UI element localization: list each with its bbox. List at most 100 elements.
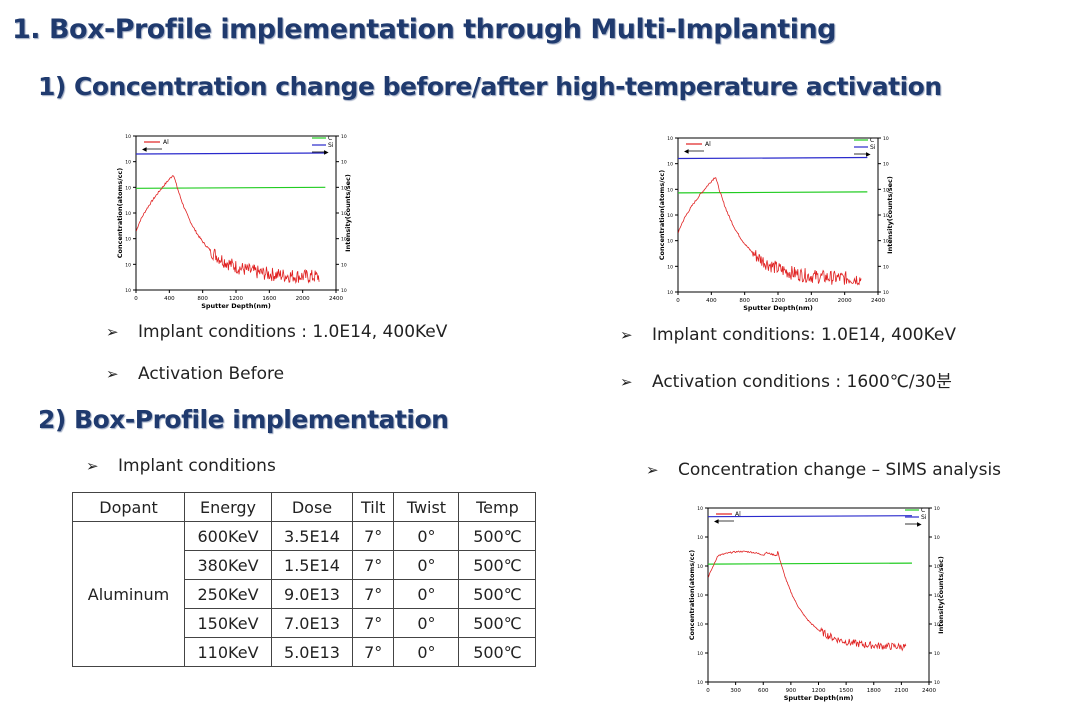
bullet-implant-after: ➢ Implant conditions: 1.0E14, 400KeV bbox=[620, 325, 956, 345]
series-c bbox=[707, 562, 912, 565]
y2-tick-label: 10 bbox=[934, 564, 940, 570]
y2-tick-label: 10 bbox=[341, 262, 347, 268]
y2-tick-label: 10 bbox=[341, 134, 347, 140]
x-tick-label: 800 bbox=[739, 298, 750, 304]
series-al bbox=[136, 175, 320, 285]
y2-tick-label: 10 bbox=[883, 239, 889, 245]
table-cell: 150KeV bbox=[184, 608, 272, 638]
sims-chart-box-profile: 0 300 600 900 1200 1500 1800 2100 2400 10 10 10 10 10… bbox=[688, 506, 945, 702]
table-cell: 7° bbox=[351, 637, 395, 667]
y-tick-label: 10 bbox=[697, 622, 703, 628]
x-tick-label: 2100 bbox=[894, 688, 908, 694]
table-cell: 110KeV bbox=[184, 637, 272, 667]
legend-c-label: C bbox=[328, 135, 332, 142]
table-cell: 7.0E13 bbox=[271, 608, 353, 638]
table-row: 250KeV 9.0E13 7° 0° 500℃ bbox=[73, 579, 537, 609]
legend-al-label: Al bbox=[705, 141, 711, 148]
y-tick-label: 10 bbox=[697, 564, 703, 570]
table-cell: 0° bbox=[393, 550, 460, 580]
table-header-row: Dopant Energy Dose Tilt Twist Temp bbox=[72, 492, 537, 522]
table-cell: 7° bbox=[351, 521, 395, 551]
plot-frame bbox=[707, 507, 930, 683]
y-tick-label: 10 bbox=[667, 162, 673, 168]
series-si bbox=[707, 515, 912, 518]
y-axis-label: Concentration(atoms/cc) bbox=[688, 550, 696, 641]
x-axis-label: Sputter Depth(nm) bbox=[784, 694, 854, 702]
x-tick-label: 400 bbox=[706, 298, 717, 304]
x-axis-label: Sputter Depth(nm) bbox=[201, 302, 271, 310]
table-cell: 0° bbox=[393, 521, 460, 551]
legend-c-label: C bbox=[870, 137, 874, 144]
y-tick-label: 10 bbox=[125, 262, 131, 268]
legend-al-label: Al bbox=[163, 139, 169, 146]
table-cell: 500℃ bbox=[458, 521, 537, 551]
y-tick-label: 10 bbox=[125, 134, 131, 140]
table-header: Temp bbox=[458, 492, 537, 522]
y2-tick-label: 10 bbox=[934, 506, 940, 512]
table-row: Aluminum 600KeV 3.5E14 7° 0° 500℃ bbox=[72, 521, 537, 667]
bullet-text: Implant conditions: 1.0E14, 400KeV bbox=[652, 325, 956, 345]
y2-tick-label: 10 bbox=[934, 680, 940, 686]
table-cell: 500℃ bbox=[458, 608, 537, 638]
bullet-text: Implant conditions : 1.0E14, 400KeV bbox=[138, 322, 448, 342]
y2-tick-label: 10 bbox=[341, 160, 347, 166]
y-tick-label: 10 bbox=[125, 160, 131, 166]
y2-tick-label: 10 bbox=[934, 651, 940, 657]
table-cell: 500℃ bbox=[458, 550, 537, 580]
legend-right-arrowhead: ▶ bbox=[324, 149, 329, 156]
table-cell: 5.0E13 bbox=[271, 637, 353, 667]
x-tick-label: 1200 bbox=[771, 298, 785, 304]
table-cell: 0° bbox=[393, 608, 460, 638]
y2-tick-label: 10 bbox=[934, 622, 940, 628]
x-tick-label: 1200 bbox=[812, 688, 826, 694]
table-cell: 7° bbox=[351, 550, 395, 580]
x-tick-label: 1600 bbox=[262, 296, 276, 302]
table-cell: 3.5E14 bbox=[271, 521, 353, 551]
x-tick-label: 900 bbox=[786, 688, 797, 694]
y-axis-label: Concentration(atoms/cc) bbox=[116, 168, 124, 259]
legend-left-arrowhead: ◀ bbox=[142, 146, 147, 153]
legend-right-arrowhead: ▶ bbox=[866, 151, 871, 158]
bullet-arrow-icon: ➢ bbox=[646, 461, 659, 479]
legend-al-label: Al bbox=[735, 511, 741, 518]
page-title: 1. Box-Profile implementation through Mu… bbox=[12, 14, 837, 45]
bullet-sims-analysis: ➢ Concentration change – SIMS analysis bbox=[646, 460, 1001, 480]
y2-tick-label: 10 bbox=[883, 264, 889, 270]
x-tick-label: 1600 bbox=[804, 298, 818, 304]
table-row: 110KeV 5.0E13 7° 0° 500℃ bbox=[73, 637, 537, 667]
y-tick-label: 10 bbox=[667, 213, 673, 219]
x-tick-label: 1800 bbox=[867, 688, 881, 694]
y2-axis-label: Intensity(counts/sec) bbox=[886, 176, 894, 254]
y-tick-label: 10 bbox=[125, 211, 131, 217]
bullet-text: Activation conditions : 1600℃/30분 bbox=[652, 372, 952, 392]
y-tick-label: 10 bbox=[697, 680, 703, 686]
y2-tick-label: 10 bbox=[341, 185, 347, 191]
bullet-activation-before: ➢ Activation Before bbox=[106, 364, 284, 384]
x-tick-label: 600 bbox=[758, 688, 769, 694]
bullet-arrow-icon: ➢ bbox=[86, 457, 99, 475]
y-tick-label: 10 bbox=[667, 136, 673, 142]
section1-heading: 1) Concentration change before/after hig… bbox=[38, 72, 942, 101]
table-cell-dopant: Aluminum bbox=[72, 521, 185, 667]
y2-tick-label: 10 bbox=[883, 162, 889, 168]
legend-si-label: Si bbox=[328, 142, 334, 149]
series-si bbox=[135, 152, 326, 155]
section2-heading: 2) Box-Profile implementation bbox=[38, 405, 449, 434]
y2-axis-label: Intensity(counts/sec) bbox=[937, 556, 945, 634]
plot-frame bbox=[677, 137, 879, 293]
legend-left-arrowhead: ◀ bbox=[684, 148, 689, 155]
table-header: Tilt bbox=[351, 492, 395, 522]
table-row: 380KeV 1.5E14 7° 0° 500℃ bbox=[73, 550, 537, 580]
table-cell: 9.0E13 bbox=[271, 579, 353, 609]
table-header: Dose bbox=[271, 492, 353, 522]
table-header: Dopant bbox=[72, 492, 185, 522]
series-c bbox=[677, 191, 868, 194]
sims-chart-before: 0 400 800 1200 1600 2000 2400 10 10 10 10 10 10 10 10 1… bbox=[116, 134, 352, 310]
x-tick-label: 300 bbox=[730, 688, 741, 694]
y-tick-label: 10 bbox=[667, 264, 673, 270]
x-tick-label: 1200 bbox=[229, 296, 243, 302]
x-tick-label: 800 bbox=[197, 296, 208, 302]
y-tick-label: 10 bbox=[667, 187, 673, 193]
legend-left-arrowhead: ◀ bbox=[714, 518, 719, 525]
table-cell: 0° bbox=[393, 579, 460, 609]
